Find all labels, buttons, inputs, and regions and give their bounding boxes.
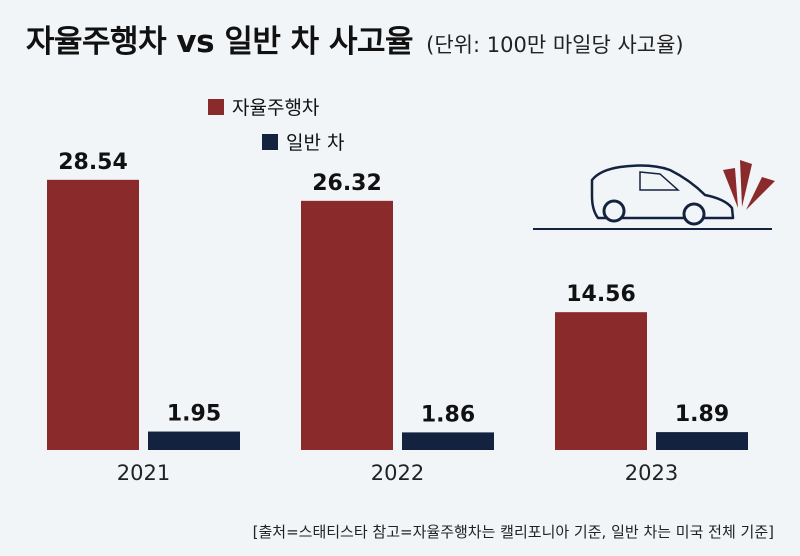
chart-title: 자율주행차 vs 일반 차 사고율	[26, 24, 414, 60]
category-label-2023: 2023	[625, 461, 678, 485]
data-label-2022-series-1: 1.86	[421, 402, 475, 427]
data-label-2023-series-1: 1.89	[675, 402, 729, 427]
legend-label-regular: 일반 차	[286, 132, 345, 154]
data-label-2022-series-0: 26.32	[312, 171, 382, 196]
data-label-2023-series-0: 14.56	[566, 282, 636, 307]
chart-unit: (단위: 100만 마일당 사고율)	[426, 33, 684, 57]
bar-2022-series-0	[301, 200, 393, 450]
bar-2021-series-1	[148, 431, 240, 450]
legend-swatch-autonomous	[208, 98, 224, 115]
data-label-2021-series-0: 28.54	[58, 150, 128, 175]
car-crash-icon	[533, 160, 775, 230]
source-note: [출처=스태티스타 참고=자율주행차는 캘리포니아 기준, 일반 차는 미국 전…	[252, 523, 774, 541]
category-label-2022: 2022	[371, 461, 424, 485]
legend-label-autonomous: 자율주행차	[232, 97, 320, 119]
bar-2021-series-0	[47, 179, 139, 450]
legend-item-autonomous: 자율주행차	[208, 93, 319, 120]
title-block: 자율주행차 vs 일반 차 사고율 (단위: 100만 마일당 사고율)	[26, 16, 786, 61]
bar-2023-series-0	[555, 312, 647, 450]
data-label-2021-series-1: 1.95	[167, 402, 221, 427]
bar-2023-series-1	[656, 432, 748, 450]
category-label-2021: 2021	[117, 461, 170, 485]
legend-item-regular: 일반 차	[262, 128, 344, 155]
legend-swatch-regular	[262, 133, 278, 150]
bar-2022-series-1	[402, 432, 494, 450]
